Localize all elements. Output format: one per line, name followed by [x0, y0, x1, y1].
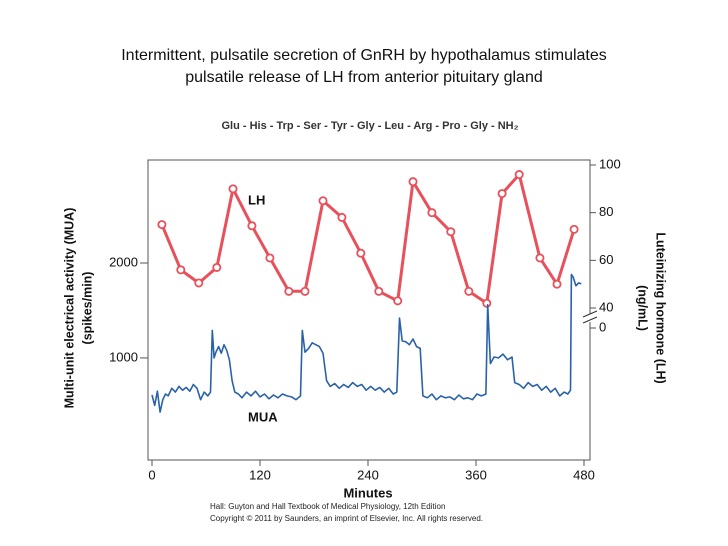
x-tick-label: 240 [357, 467, 379, 482]
data-point [284, 286, 294, 296]
x-tick-label: 120 [249, 467, 271, 482]
y-tick-label: 2000 [109, 254, 138, 269]
annotation: MUA [248, 409, 278, 424]
x-axis-label: Minutes [343, 485, 392, 500]
data-point [212, 262, 222, 272]
data-point [482, 298, 492, 308]
data-point [265, 253, 275, 263]
data-point [337, 212, 347, 222]
chart-title: pulsatile release of LH from anterior pi… [185, 69, 543, 86]
data-point [300, 286, 310, 296]
data-point [194, 278, 204, 288]
y-axis-label: Multi-unit electrical activity (MUA) [62, 208, 76, 409]
data-point [157, 220, 167, 230]
y2-tick-label: 40 [599, 299, 613, 314]
data-point [497, 189, 507, 199]
x-tick-label: 360 [465, 467, 487, 482]
chart-title: Intermittent, pulsatile secretion of GnR… [121, 47, 607, 64]
axis-break-gap [582, 314, 598, 322]
data-point [247, 221, 257, 231]
data-point [552, 279, 562, 289]
data-point [176, 265, 186, 275]
data-point [446, 227, 456, 237]
y2-tick-label: 80 [599, 204, 613, 219]
y2-tick-label: 100 [599, 156, 621, 171]
plot-frame [147, 159, 591, 461]
data-point [464, 286, 474, 296]
y2-tick-label: 60 [599, 252, 613, 267]
series-line [160, 173, 576, 305]
y2-axis-label: (ng/mL) [636, 285, 650, 331]
y-axis-label: (spikes/min) [80, 272, 94, 345]
x-tick-label: 0 [148, 467, 155, 482]
credit: Hall: Guyton and Hall Textbook of Medica… [210, 502, 445, 511]
axis-break [582, 310, 598, 318]
data-point [228, 184, 238, 194]
y2-tick-label: 0 [599, 319, 606, 334]
annotation: LH [248, 192, 265, 207]
series-line [151, 273, 582, 413]
data-point [569, 224, 579, 234]
y2-axis-label: Luteinizing hormone (LH) [654, 232, 668, 383]
data-point [318, 196, 328, 206]
subtitle: Glu - His - Trp - Ser - Tyr - Gly - Leu … [221, 120, 518, 132]
axis-break [582, 316, 598, 324]
data-point [374, 286, 384, 296]
data-point [427, 208, 437, 218]
credit: Copyright © 2011 by Saunders, an imprint… [210, 514, 483, 523]
y-tick-label: 1000 [109, 349, 138, 364]
data-point [408, 177, 418, 187]
data-point [393, 296, 403, 306]
x-tick-label: 480 [573, 467, 595, 482]
data-point [356, 248, 366, 258]
data-point [535, 253, 545, 263]
data-point [514, 170, 524, 180]
